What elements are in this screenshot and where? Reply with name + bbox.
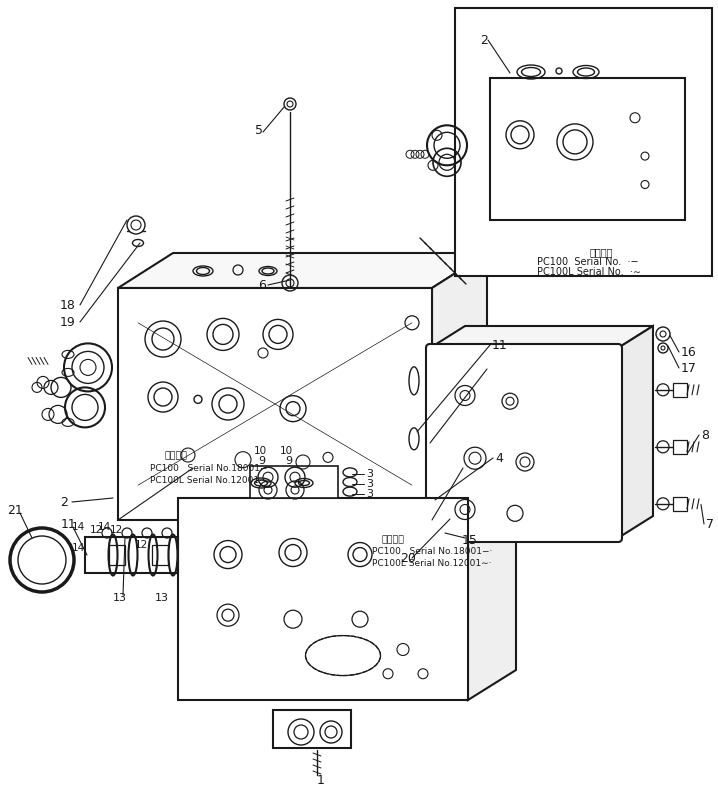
- Text: 13: 13: [113, 593, 127, 603]
- Text: 10: 10: [254, 446, 267, 456]
- Circle shape: [127, 216, 145, 234]
- Polygon shape: [430, 326, 653, 348]
- Text: 7: 7: [706, 518, 714, 530]
- Bar: [152, 545, 168, 565]
- Text: 2: 2: [60, 495, 68, 508]
- Text: 12: 12: [135, 540, 148, 550]
- Text: PC100L Serial No.12001∼·: PC100L Serial No.12001∼·: [150, 476, 269, 484]
- Circle shape: [194, 395, 202, 403]
- Bar: [673, 497, 687, 510]
- Polygon shape: [178, 498, 468, 700]
- Text: PC100   Serial No.18001−·: PC100 Serial No.18001−·: [372, 548, 493, 556]
- Text: 21: 21: [7, 503, 23, 517]
- Polygon shape: [118, 253, 487, 288]
- Polygon shape: [618, 326, 653, 538]
- Text: 9: 9: [258, 456, 265, 466]
- Text: 8: 8: [701, 428, 709, 442]
- Text: 1: 1: [317, 773, 325, 787]
- Polygon shape: [685, 64, 707, 220]
- Circle shape: [284, 98, 296, 110]
- FancyBboxPatch shape: [426, 344, 622, 542]
- Text: 12: 12: [110, 525, 123, 535]
- Polygon shape: [490, 64, 707, 78]
- Bar: [250, 466, 338, 498]
- Text: PC100L Serial No.  ·∼: PC100L Serial No. ·∼: [537, 267, 641, 277]
- Text: 通用号機: 通用号機: [165, 451, 188, 461]
- Text: 18: 18: [60, 298, 76, 312]
- Circle shape: [556, 68, 562, 74]
- Polygon shape: [468, 468, 516, 700]
- Bar: [673, 439, 687, 454]
- Text: 11: 11: [492, 338, 508, 352]
- Circle shape: [656, 327, 670, 341]
- Polygon shape: [178, 468, 516, 498]
- Text: 3: 3: [366, 489, 373, 499]
- Text: PC100L Serial No.12001∼·: PC100L Serial No.12001∼·: [372, 559, 492, 569]
- Bar: [85, 537, 178, 573]
- Text: 14: 14: [98, 522, 111, 532]
- Polygon shape: [455, 8, 712, 276]
- Text: 通用号機: 通用号機: [382, 536, 405, 544]
- Text: 14: 14: [72, 543, 85, 553]
- Text: 20: 20: [400, 552, 416, 564]
- Text: 3: 3: [366, 469, 373, 479]
- Bar: [673, 383, 687, 397]
- Text: 5: 5: [255, 124, 263, 136]
- Polygon shape: [118, 288, 432, 520]
- Bar: [109, 545, 125, 565]
- Text: 3: 3: [366, 479, 373, 489]
- Text: 10: 10: [280, 446, 293, 456]
- Text: 11: 11: [61, 518, 77, 532]
- Text: 19: 19: [60, 316, 76, 328]
- Text: 15: 15: [462, 533, 478, 547]
- Polygon shape: [490, 78, 685, 220]
- Text: 通用号機: 通用号機: [590, 247, 613, 257]
- Polygon shape: [432, 253, 487, 520]
- Text: 2: 2: [480, 33, 488, 47]
- Text: 14: 14: [72, 522, 85, 532]
- Text: PC100   Serial No.18001−·: PC100 Serial No.18001−·: [150, 463, 271, 473]
- Text: 4: 4: [495, 451, 503, 465]
- Text: PC100  Serial No.  ·−: PC100 Serial No. ·−: [537, 257, 638, 267]
- Text: 12: 12: [90, 525, 103, 535]
- Text: 16: 16: [681, 346, 696, 358]
- Bar: [273, 710, 351, 748]
- Text: 6: 6: [258, 279, 266, 291]
- Text: 9: 9: [285, 456, 292, 466]
- Text: 17: 17: [681, 361, 697, 375]
- Text: 13: 13: [155, 593, 169, 603]
